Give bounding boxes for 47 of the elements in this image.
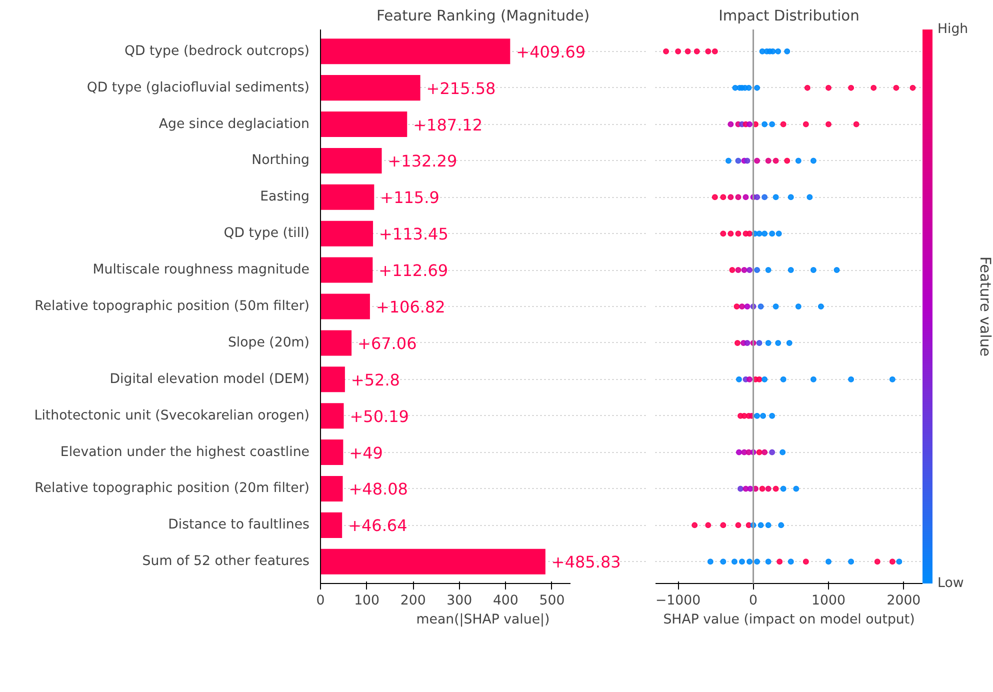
data-label: +115.9 <box>380 188 440 208</box>
data-label: +48.08 <box>348 480 408 499</box>
data-label: +112.69 <box>378 261 448 280</box>
y-tick-label: Distance to faultlines <box>168 518 310 533</box>
y-tick-label: Northing <box>252 153 310 168</box>
data-label: +187.12 <box>413 115 483 134</box>
data-label: +215.58 <box>426 78 496 98</box>
x-tick-label: 400 <box>492 594 518 608</box>
x-axis-title: SHAP value (impact on model output) <box>663 612 915 628</box>
x-tick-label: 300 <box>446 594 472 608</box>
color-bar-label: High <box>938 22 968 37</box>
y-tick-label: Relative topographic position (20m filter) <box>34 481 310 496</box>
color-bar-label: Low <box>938 576 964 591</box>
x-tick-label: 0 <box>316 594 325 608</box>
y-tick-label: Sum of 52 other features <box>142 554 310 570</box>
chart-title: Feature Ranking (Magnitude) <box>376 8 590 24</box>
x-tick-label: 2000 <box>886 594 921 608</box>
chart-title: Impact Distribution <box>718 8 860 24</box>
y-tick-label: QD type (bedrock outcrops) <box>124 44 310 59</box>
x-tick-label: 0 <box>749 594 758 608</box>
data-label: +113.45 <box>379 224 448 244</box>
y-tick-label: QD type (glaciofluvial sediments) <box>86 80 310 96</box>
data-label: +50.19 <box>350 406 409 426</box>
data-label: +132.29 <box>388 152 458 171</box>
y-tick-label: Relative topographic position (50m filter) <box>34 299 310 314</box>
data-label: +52.8 <box>350 370 400 390</box>
y-tick-label: Elevation under the highest coastline <box>60 444 310 460</box>
x-tick-label: 1000 <box>812 594 846 608</box>
data-label: +409.69 <box>516 42 586 62</box>
data-label: +485.83 <box>551 552 621 572</box>
color-bar-title: Feature value <box>976 256 993 357</box>
y-tick-label: Multiscale roughness magnitude <box>92 262 310 278</box>
y-tick-label: Digital elevation model (DEM) <box>110 372 310 387</box>
data-label: +46.64 <box>348 516 408 536</box>
y-tick-label: Easting <box>260 190 310 205</box>
x-tick-label: 500 <box>539 594 565 608</box>
data-label: +67.06 <box>358 334 417 353</box>
x-tick-label: 200 <box>400 594 426 608</box>
y-tick-label: QD type (till) <box>224 226 310 242</box>
y-tick-label: Age since deglaciation <box>158 116 310 132</box>
data-label: +106.82 <box>376 298 446 316</box>
y-tick-label: Slope (20m) <box>228 335 310 350</box>
x-tick-label: 100 <box>354 594 380 608</box>
data-label: +49 <box>349 443 383 462</box>
x-tick-label: −1000 <box>656 594 701 608</box>
y-tick-label: Lithotectonic unit (Svecokarelian orogen) <box>34 408 310 424</box>
x-axis-title: mean(|SHAP value|) <box>416 612 550 628</box>
